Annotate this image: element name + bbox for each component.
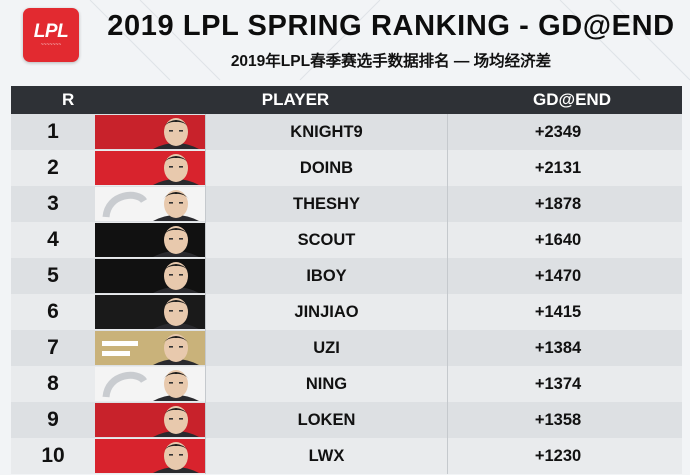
player-face-icon: [147, 367, 205, 401]
player-name: IBOY: [205, 258, 447, 294]
player-face-icon: [147, 259, 205, 293]
page-title: 2019 LPL SPRING RANKING - GD@END: [107, 10, 675, 42]
table-row: 1 KNIGHT9 +2349: [11, 114, 682, 150]
table-row: 9 LOKEN +1358: [11, 402, 682, 438]
gd-value: +1374: [447, 366, 668, 402]
gd-value: +2131: [447, 150, 668, 186]
player-photo: [95, 403, 205, 437]
player-name: JINJIAO: [205, 294, 447, 330]
player-face-icon: [147, 439, 205, 473]
player-face-icon: [147, 151, 205, 185]
gd-value: +1640: [447, 222, 668, 258]
rank-cell: 4: [47, 228, 59, 251]
lpl-logo-subtext: ~~~~~~~: [40, 42, 62, 48]
player-photo: [95, 223, 205, 257]
table-body: 1 KNIGHT9 +2349 2 DOINB +2131 3 THESHY +1878 4 SCO…: [11, 114, 682, 474]
player-name: DOINB: [205, 150, 447, 186]
team-logo-art: [95, 403, 151, 437]
player-face-icon: [147, 187, 205, 221]
player-photo: [95, 187, 205, 221]
team-logo-art: [95, 331, 151, 365]
team-logo-art: [95, 439, 151, 473]
table-row: 8 NING +1374: [11, 366, 682, 402]
player-name: LOKEN: [205, 402, 447, 438]
header-gd: GD@END: [533, 90, 611, 109]
player-photo: [95, 151, 205, 185]
rank-cell: 2: [47, 156, 59, 179]
player-name: THESHY: [205, 186, 447, 222]
player-name: SCOUT: [205, 222, 447, 258]
player-name: UZI: [205, 330, 447, 366]
rank-cell: 6: [47, 300, 59, 323]
rank-cell: 1: [47, 120, 59, 143]
team-logo-art: [95, 187, 151, 221]
header-rank: R: [62, 90, 75, 109]
player-photo: [95, 439, 205, 473]
gd-value: +2349: [447, 114, 668, 150]
player-name: LWX: [205, 438, 447, 474]
table-row: 2 DOINB +2131: [11, 150, 682, 186]
table-row: 5 IBOY +1470: [11, 258, 682, 294]
gd-value: +1230: [447, 438, 668, 474]
team-logo-art: [95, 115, 151, 149]
gd-value: +1878: [447, 186, 668, 222]
gd-value: +1415: [447, 294, 668, 330]
player-face-icon: [147, 223, 205, 257]
gd-value: +1470: [447, 258, 668, 294]
player-name: NING: [205, 366, 447, 402]
player-photo: [95, 295, 205, 329]
rank-cell: 7: [47, 336, 59, 359]
rank-cell: 3: [47, 192, 59, 215]
player-face-icon: [147, 331, 205, 365]
rank-cell: 8: [47, 372, 59, 395]
team-logo-art: [95, 151, 151, 185]
table-row: 3 THESHY +1878: [11, 186, 682, 222]
table-row: 7 UZI +1384: [11, 330, 682, 366]
table-row: 4 SCOUT +1640: [11, 222, 682, 258]
gd-value: +1358: [447, 402, 668, 438]
table-header: R PLAYER GD@END: [11, 86, 682, 114]
rank-cell: 10: [41, 444, 65, 467]
lpl-logo: LPL ~~~~~~~: [23, 8, 79, 62]
page-subtitle: 2019年LPL春季赛选手数据排名 — 场均经济差: [230, 53, 552, 70]
player-face-icon: [147, 115, 205, 149]
player-name: KNIGHT9: [205, 114, 447, 150]
header-player: PLAYER: [261, 90, 330, 109]
player-photo: [95, 115, 205, 149]
ranking-table: R PLAYER GD@END 1 KNIGHT9 +2349 2 DOINB +2131…: [11, 86, 682, 474]
player-face-icon: [147, 295, 205, 329]
team-logo-art: [95, 259, 151, 293]
table-row: 10 LWX +1230: [11, 438, 682, 474]
rank-cell: 5: [47, 264, 59, 287]
team-logo-art: [95, 367, 151, 401]
player-photo: [95, 259, 205, 293]
rank-cell: 9: [47, 408, 59, 431]
player-photo: [95, 331, 205, 365]
player-face-icon: [147, 403, 205, 437]
lpl-logo-text: LPL: [33, 21, 69, 42]
team-logo-art: [95, 295, 151, 329]
player-photo: [95, 367, 205, 401]
gd-value: +1384: [447, 330, 668, 366]
table-row: 6 JINJIAO +1415: [11, 294, 682, 330]
team-logo-art: [95, 223, 151, 257]
